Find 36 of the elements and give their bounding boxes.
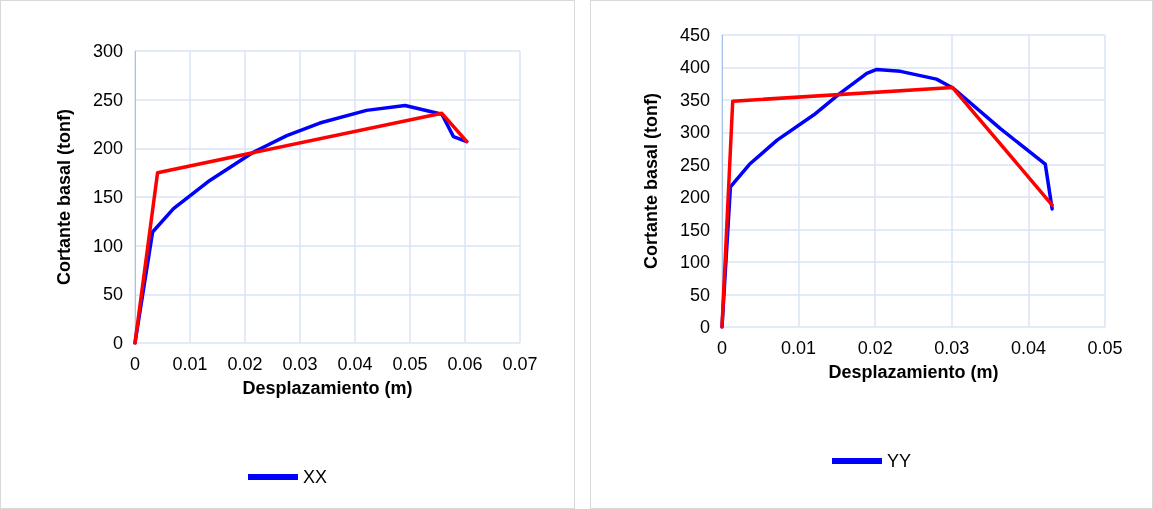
x-tick-label: 0.04	[337, 354, 373, 374]
x-tick-label: 0.02	[857, 338, 893, 358]
y-tick-label: 50	[102, 284, 123, 305]
y-tick-label: 400	[679, 57, 710, 78]
legend-label: XX	[302, 467, 328, 487]
x-axis-title: Desplazamiento (m)	[242, 378, 413, 398]
y-tick-label: 200	[679, 187, 710, 208]
y-tick-label: 150	[679, 219, 710, 240]
y-tick-label: 250	[92, 89, 123, 110]
y-tick-label: 250	[679, 154, 710, 175]
y-tick-label: 50	[689, 284, 710, 305]
x-tick-label: 0	[129, 354, 141, 374]
y-tick-label: 300	[679, 122, 710, 143]
y-axis-title: Cortante basal (tonf)	[641, 92, 661, 270]
x-tick-label: 0.04	[1010, 338, 1046, 358]
x-tick-label: 0.03	[282, 354, 318, 374]
y-tick-label: 350	[679, 89, 710, 110]
x-tick-label: 0.01	[172, 354, 208, 374]
y-tick-label: 100	[92, 235, 123, 256]
y-axis-title: Cortante basal (tonf)	[54, 108, 74, 286]
x-tick-label: 0.06	[447, 354, 483, 374]
x-tick-label: 0.03	[934, 338, 970, 358]
x-tick-label: 0.02	[227, 354, 263, 374]
y-tick-label: 300	[92, 41, 123, 61]
x-tick-label: 0	[716, 338, 728, 358]
x-tick-label: 0.01	[781, 338, 817, 358]
y-tick-label: 200	[92, 138, 123, 159]
x-tick-label: 0.07	[502, 354, 538, 374]
y-tick-label: 450	[679, 25, 710, 45]
legend-label: YY	[886, 451, 912, 471]
x-tick-label: 0.05	[392, 354, 428, 374]
x-tick-label: 0.05	[1087, 338, 1123, 358]
x-axis-title: Desplazamiento (m)	[828, 362, 999, 382]
y-tick-label: 150	[92, 187, 123, 207]
y-tick-label: 100	[679, 252, 710, 273]
y-tick-label: 0	[699, 317, 710, 337]
